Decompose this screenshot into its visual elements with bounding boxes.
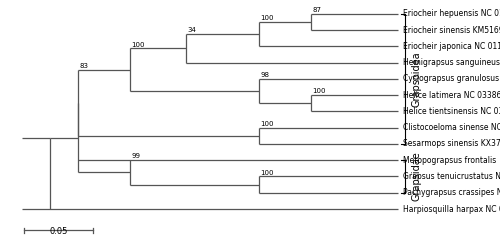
Text: 100: 100 <box>312 88 326 94</box>
Text: 98: 98 <box>260 72 269 78</box>
Text: 100: 100 <box>260 15 274 21</box>
Text: Metopograpsus frontalis: Metopograpsus frontalis <box>404 156 496 165</box>
Text: 100: 100 <box>132 41 145 48</box>
Text: Helice latimera NC 033865: Helice latimera NC 033865 <box>404 91 500 100</box>
Text: 83: 83 <box>80 63 88 69</box>
Text: Grapsus tenuicrustatus NC 029724: Grapsus tenuicrustatus NC 029724 <box>404 172 500 181</box>
Text: 34: 34 <box>187 27 196 33</box>
Text: Hemigrapsus sanguineus NC 035307: Hemigrapsus sanguineus NC 035307 <box>404 58 500 67</box>
Text: Clistocoeloma sinense NC 033866: Clistocoeloma sinense NC 033866 <box>404 123 500 132</box>
Text: Sesarmops sinensis KX372555: Sesarmops sinensis KX372555 <box>404 140 500 148</box>
Text: 100: 100 <box>260 121 274 127</box>
Text: 0.05: 0.05 <box>50 227 68 236</box>
Text: Harpiosquilla harpax NC 006916: Harpiosquilla harpax NC 006916 <box>404 204 500 214</box>
Text: 100: 100 <box>260 170 274 176</box>
Text: Eriocheir japonica NC 011597: Eriocheir japonica NC 011597 <box>404 42 500 51</box>
Text: Grapsoidea: Grapsoidea <box>412 51 422 107</box>
Text: 87: 87 <box>312 7 321 13</box>
Text: Pachygrapsus crassipes NC 021754: Pachygrapsus crassipes NC 021754 <box>404 188 500 197</box>
Text: Eriocheir sinensis KM516908: Eriocheir sinensis KM516908 <box>404 26 500 35</box>
Text: Eriocheir hepuensis NC 011598: Eriocheir hepuensis NC 011598 <box>404 9 500 18</box>
Text: Helice tientsinensis NC 030197: Helice tientsinensis NC 030197 <box>404 107 500 116</box>
Text: 99: 99 <box>132 153 140 159</box>
Text: Cyclograpsus granulosus NC 025571: Cyclograpsus granulosus NC 025571 <box>404 74 500 83</box>
Text: Grapsidae: Grapsidae <box>412 152 422 201</box>
